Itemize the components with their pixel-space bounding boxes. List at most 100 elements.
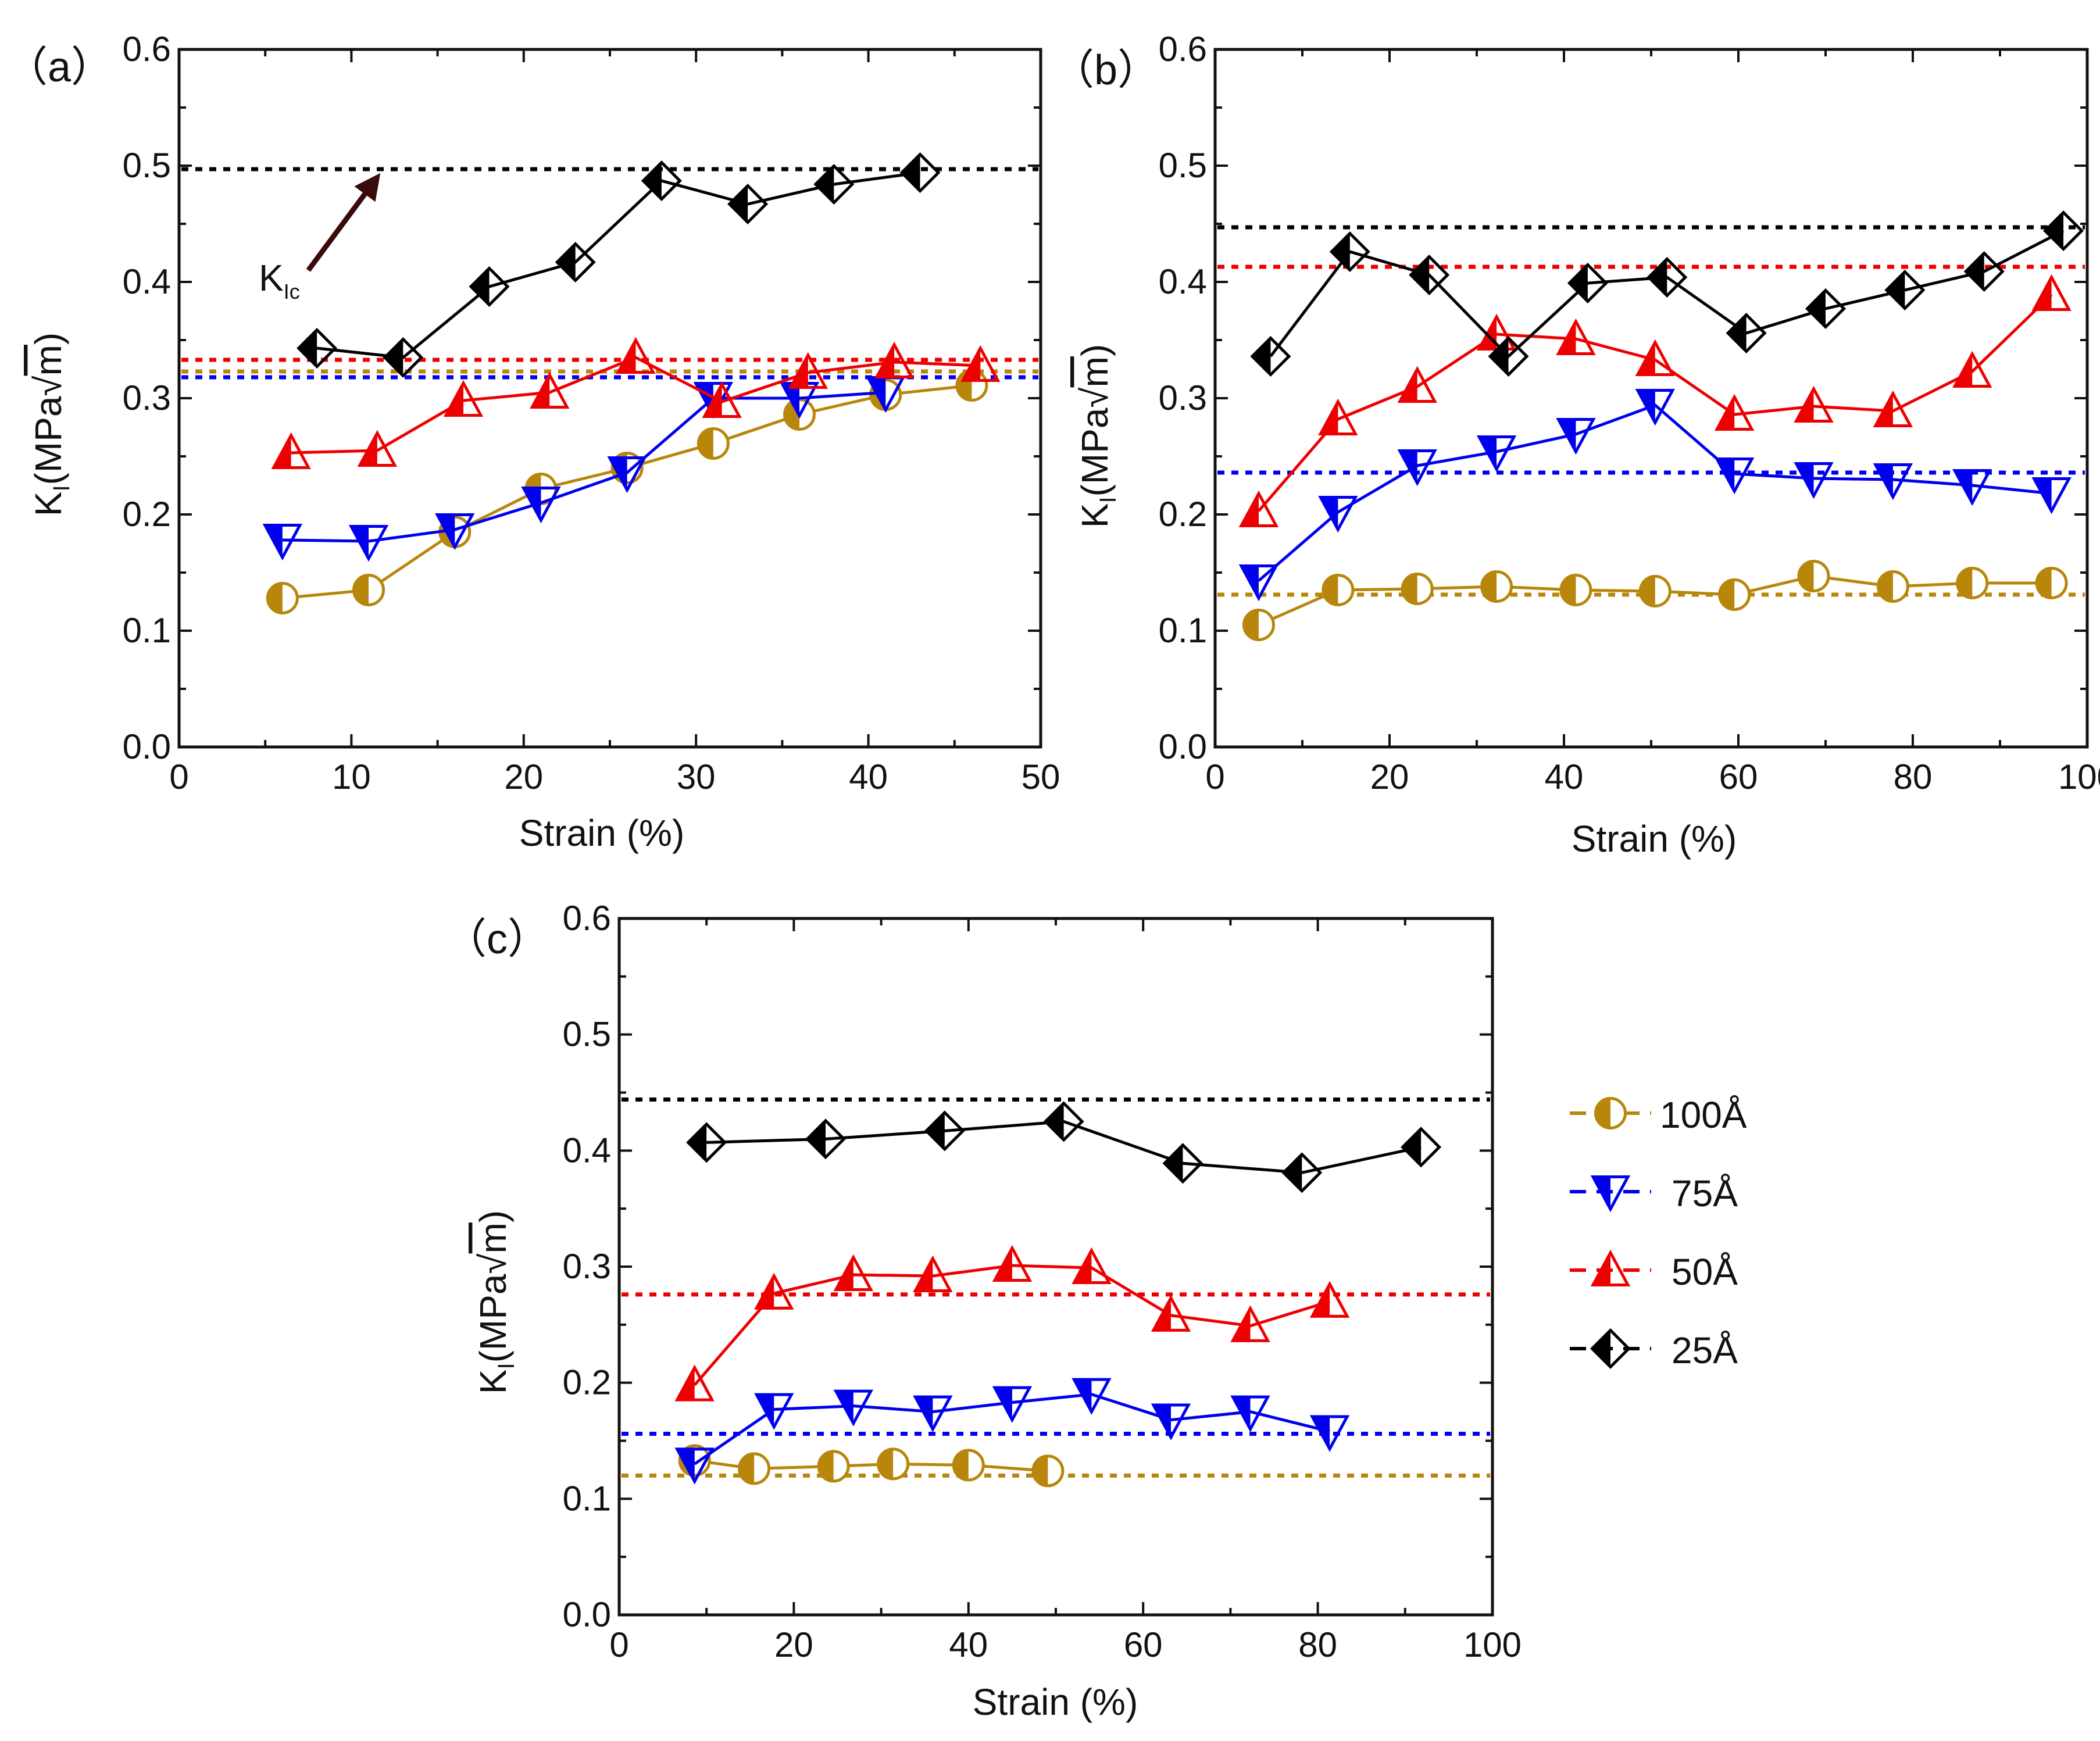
panel-b-point-100A <box>1242 609 1275 641</box>
panel-b-point-25A <box>1488 335 1529 377</box>
panel-b-point-100A <box>1480 570 1513 603</box>
panel-a-ytick-label: 0.6 <box>123 30 171 69</box>
panel-a-ylabel: KI(MPa√m) <box>27 333 74 516</box>
panel-a-series-line-75A <box>282 391 886 543</box>
panel-a-ylabel-units: (MPa <box>27 396 69 485</box>
panel-c-xtick-label: 100 <box>1463 1625 1522 1664</box>
panel-b-xtick-label: 20 <box>1370 757 1409 796</box>
panel-c-ytick-label: 0.6 <box>563 899 611 938</box>
panel-c-ylabel-close: ) <box>472 1210 514 1222</box>
panel-c-point-25A <box>686 1122 727 1163</box>
panel-c-ytick-label: 0.2 <box>563 1363 611 1402</box>
panel-a-annotation-arrow <box>306 173 381 272</box>
legend-label-50A: 50Å <box>1672 1251 1738 1293</box>
panel-c-point-100A <box>738 1452 771 1485</box>
svg-text:KI(MPa√m): KI(MPa√m) <box>472 1210 519 1394</box>
panel-b-point-75A <box>1952 469 1992 506</box>
panel-c-ytick-label: 0.3 <box>563 1247 611 1286</box>
panel-b-series-line-50A <box>1258 294 2053 512</box>
panel-b-ytick-label: 0.6 <box>1159 30 1207 69</box>
panel-a-point-25A <box>555 241 596 283</box>
panel-a-xtick-label: 50 <box>1022 757 1060 796</box>
panel-c-point-100A <box>817 1450 850 1483</box>
panel-c-point-25A <box>1043 1101 1084 1142</box>
panel-b-point-75A <box>1794 462 1834 499</box>
svg-text:KI(MPa√m): KI(MPa√m) <box>27 333 74 516</box>
panel-a-ylabel-unit: m <box>27 345 69 376</box>
panel-a: （a） Strain (%) KI(MPa√m) 0 10 20 30 40 500.00… <box>6 30 1060 854</box>
panel-c-point-75A <box>1230 1395 1270 1432</box>
panel-a-point-100A <box>697 427 730 460</box>
panel-b-ylabel-unit: m <box>1074 356 1116 387</box>
panel-c-point-75A <box>1072 1378 1112 1415</box>
panel-c-ytick-label: 0.4 <box>563 1131 611 1170</box>
panel-c-ylabel: KI(MPa√m) <box>472 1210 519 1394</box>
panel-a-ytick-label: 0.4 <box>123 262 171 301</box>
panel-b-ylabel-close: ) <box>1074 344 1116 356</box>
panel-c-point-75A <box>674 1447 715 1485</box>
legend-label-25A: 25Å <box>1672 1329 1738 1371</box>
panel-b-point-25A <box>1250 335 1291 377</box>
panel-a-point-75A <box>262 524 303 561</box>
panel-c-ylabel-sub: I <box>494 1363 519 1369</box>
annotation-kic-k: K <box>259 257 284 299</box>
panel-a-point-50A <box>874 341 915 378</box>
panel-b-ylabel-sub: I <box>1095 496 1121 503</box>
panel-c-point-50A <box>1230 1305 1270 1342</box>
panel-a-point-25A <box>383 337 424 378</box>
panel-c-xlabel: Strain (%) <box>973 1681 1138 1723</box>
panel-b-point-100A <box>1876 570 1909 603</box>
legend-label-75A: 75Å <box>1672 1172 1738 1214</box>
panel-b-ytick-label: 0.3 <box>1159 378 1207 417</box>
panel-a-label: （a） <box>6 44 113 91</box>
panel-b-ylabel-units: (MPa <box>1074 407 1116 496</box>
panel-a-ytick-label: 0.5 <box>123 146 171 185</box>
panel-a-ylabel-k: K <box>27 492 69 517</box>
panel-c-point-50A <box>913 1255 953 1292</box>
panel-b-point-75A <box>1714 457 1755 495</box>
legend-marker-100A <box>1570 1097 1651 1129</box>
panel-b-xtick-label: 80 <box>1894 757 1933 796</box>
panel-a-plot-area: 0 10 20 30 40 50 0.0 0.1 0.2 0.3 0.4 0.5 0.6 <box>123 30 1060 796</box>
panel-a-ytick-label: 0.3 <box>123 378 171 417</box>
panel-a-xtick-label: 10 <box>332 757 371 796</box>
panel-b-series-line-75A <box>1258 403 2052 582</box>
panel-a-point-50A <box>443 380 484 417</box>
panel-c-point-25A <box>805 1118 847 1160</box>
panel-a-xlabel: Strain (%) <box>519 812 685 854</box>
panel-a-ylabel-sub: I <box>49 485 74 491</box>
panel-a-point-75A <box>348 525 389 562</box>
panel-b-point-100A <box>1638 575 1672 607</box>
panel-b-ylabel-k: K <box>1074 503 1116 528</box>
legend-symbol-50A <box>1590 1249 1631 1286</box>
panel-c-xtick-label: 20 <box>774 1625 813 1664</box>
panel-b-point-75A <box>1873 463 1913 501</box>
legend-symbol-75A <box>1590 1175 1631 1213</box>
panel-c-ylabel-sqrt: √ <box>472 1253 514 1274</box>
panel-a-xtick-label: 20 <box>504 757 543 796</box>
panel-a-point-25A <box>297 327 338 369</box>
panel-c-point-75A <box>754 1393 794 1430</box>
panel-c-point-50A <box>992 1245 1033 1282</box>
panel-c: （c） Strain (%) KI(MPa√m) 0 20 40 60 80 100 0.0… <box>445 899 1522 1723</box>
panel-a-point-75A <box>521 487 561 524</box>
panel-b-point-75A <box>1318 496 1358 533</box>
panel-a-ytick-label: 0.1 <box>123 611 171 650</box>
panel-a-ytick-label: 0.0 <box>123 727 171 766</box>
panel-b-point-25A <box>1726 312 1767 354</box>
panel-a-point-50A <box>357 430 398 467</box>
panel-c-xtick-label: 0 <box>609 1625 628 1664</box>
panel-c-xtick-label: 80 <box>1298 1625 1337 1664</box>
legend-label-100A: 100Å <box>1660 1094 1747 1136</box>
panel-c-point-75A <box>1151 1403 1191 1440</box>
panel-c-ylabel-unit: m <box>472 1222 514 1253</box>
panel-a-point-50A <box>960 345 1001 382</box>
panel-a-point-50A <box>271 432 311 469</box>
panel-c-ylabel-units: (MPa <box>472 1274 514 1363</box>
panel-b-point-50A <box>2031 274 2072 311</box>
panel-a-point-75A <box>607 456 647 494</box>
panel-b-point-25A <box>1409 254 1450 296</box>
panel-b-xtick-label: 0 <box>1205 757 1224 796</box>
panel-c-point-50A <box>1309 1281 1350 1318</box>
